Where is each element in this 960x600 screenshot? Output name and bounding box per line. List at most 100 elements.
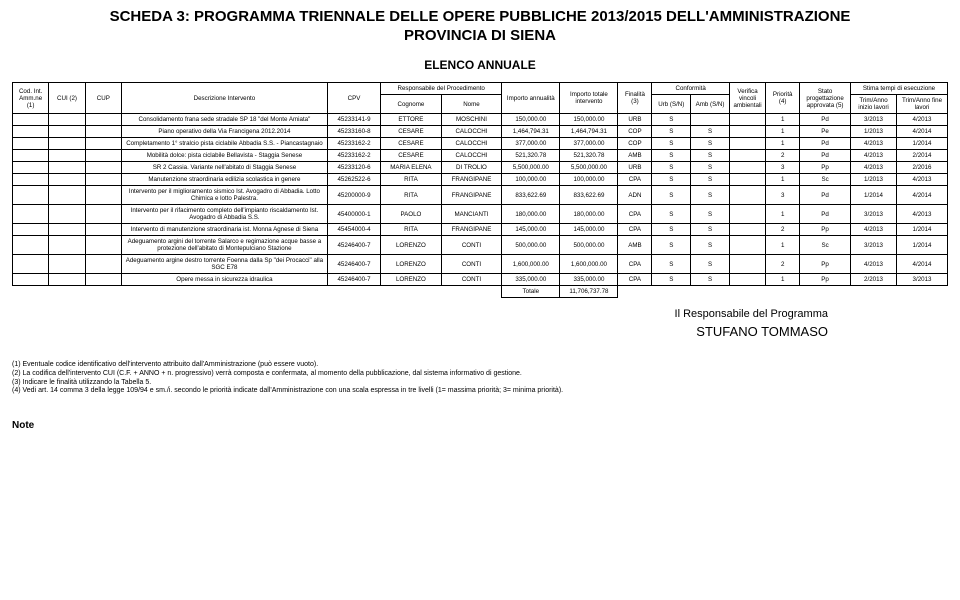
th-stato: Stato progettazione approvata (5) <box>800 83 851 114</box>
th-urb: Urb (S/N) <box>652 95 691 114</box>
table-cell <box>729 224 765 236</box>
table-cell: 45262522-6 <box>327 174 380 186</box>
table-cell: CESARE <box>381 126 442 138</box>
table-cell: Pe <box>800 126 851 138</box>
table-cell: AMB <box>618 236 652 255</box>
table-cell: URB <box>618 114 652 126</box>
table-cell: Pd <box>800 114 851 126</box>
table-cell: CALOCCHI <box>441 150 502 162</box>
table-cell: 2/2016 <box>897 162 948 174</box>
table-cell: 45400000-1 <box>327 205 380 224</box>
th-cup: CUP <box>85 83 121 114</box>
table-cell: 2 <box>766 224 800 236</box>
table-cell <box>49 205 85 224</box>
table-cell: Sc <box>800 174 851 186</box>
table-cell: CPA <box>618 224 652 236</box>
table-cell: 4/2013 <box>851 138 897 150</box>
table-cell: S <box>652 150 691 162</box>
table-cell: 1/2014 <box>897 138 948 150</box>
table-cell: S <box>652 126 691 138</box>
table-cell: ADN <box>618 186 652 205</box>
total-value: 11,706,737.78 <box>560 286 618 298</box>
th-nome: Nome <box>441 95 502 114</box>
table-row: SR 2 Cassia. Variante nell'abitato di St… <box>13 162 948 174</box>
title-sub: PROVINCIA DI SIENA <box>12 27 948 44</box>
table-row: Completamento 1° stralcio pista ciclabil… <box>13 138 948 150</box>
table-cell: Pp <box>800 162 851 174</box>
table-cell: 45454000-4 <box>327 224 380 236</box>
footnotes: (1) Eventuale codice identificativo dell… <box>12 361 948 396</box>
table-cell: 1 <box>766 274 800 286</box>
table-cell: LORENZO <box>381 255 442 274</box>
table-cell: 45233141-9 <box>327 114 380 126</box>
table-cell <box>85 255 121 274</box>
table-cell <box>85 162 121 174</box>
th-resp: Responsabile del Procedimento <box>381 83 502 95</box>
table-cell: Completamento 1° stralcio pista ciclabil… <box>121 138 327 150</box>
table-cell: URB <box>618 162 652 174</box>
table-cell: CPA <box>618 255 652 274</box>
table-cell <box>13 205 49 224</box>
table-cell <box>49 150 85 162</box>
table-cell: S <box>691 255 730 274</box>
table-cell: S <box>691 274 730 286</box>
table-cell: 145,000.00 <box>560 224 618 236</box>
footnote-2: (2) La codifica dell'intervento CUI (C.F… <box>12 370 948 379</box>
table-cell <box>13 114 49 126</box>
table-cell: Adeguamento argini del torrente Salarco … <box>121 236 327 255</box>
table-cell: 4/2013 <box>851 255 897 274</box>
table-cell: 100,000.00 <box>560 174 618 186</box>
table-cell: Consolidamento frana sede stradale SP 18… <box>121 114 327 126</box>
table-cell: S <box>691 174 730 186</box>
table-cell: 335,000.00 <box>560 274 618 286</box>
th-descr: Descrizione Intervento <box>121 83 327 114</box>
th-trima: Trim/Anno inizio lavori <box>851 95 897 114</box>
table-cell <box>13 236 49 255</box>
table-cell: 180,000.00 <box>502 205 560 224</box>
table-cell: S <box>652 162 691 174</box>
table-cell: S <box>652 274 691 286</box>
table-cell: CPA <box>618 205 652 224</box>
table-cell <box>729 236 765 255</box>
table-cell: S <box>691 162 730 174</box>
table-cell <box>85 138 121 150</box>
table-cell <box>729 274 765 286</box>
table-cell: S <box>691 205 730 224</box>
total-label: Totale <box>502 286 560 298</box>
table-cell <box>85 114 121 126</box>
table-cell: COP <box>618 138 652 150</box>
table-cell: FRANGIPANE <box>441 174 502 186</box>
table-cell: 45233162-2 <box>327 138 380 150</box>
table-cell <box>85 150 121 162</box>
table-cell <box>13 126 49 138</box>
table-cell: 4/2014 <box>897 126 948 138</box>
table-cell: Intervento per il miglioramento sismico … <box>121 186 327 205</box>
table-cell <box>13 138 49 150</box>
table-cell: Pp <box>800 255 851 274</box>
table-cell <box>49 114 85 126</box>
table-cell <box>729 126 765 138</box>
table-cell: 500,000.00 <box>502 236 560 255</box>
table-cell <box>729 174 765 186</box>
th-verif: Verifica vincoli ambientali <box>729 83 765 114</box>
table-cell: Intervento di manutenzione straordinaria… <box>121 224 327 236</box>
table-cell: LORENZO <box>381 236 442 255</box>
table-row: Opere messa in sicurezza idraulica452464… <box>13 274 948 286</box>
table-cell: S <box>652 205 691 224</box>
table-cell: Adeguamento argine destro torrente Foenn… <box>121 255 327 274</box>
table-row: Intervento di manutenzione straordinaria… <box>13 224 948 236</box>
table-cell: 2/2013 <box>851 274 897 286</box>
table-cell: FRANGIPANE <box>441 224 502 236</box>
table-cell: S <box>691 150 730 162</box>
table-cell: 4/2013 <box>897 205 948 224</box>
table-cell: Pp <box>800 274 851 286</box>
th-conf: Conformità <box>652 83 730 95</box>
table-cell: 3/2013 <box>897 274 948 286</box>
table-row: Mobilità dolce: pista ciclabile Bellavis… <box>13 150 948 162</box>
table-cell: 3 <box>766 186 800 205</box>
table-cell <box>729 114 765 126</box>
table-cell <box>729 162 765 174</box>
th-cui: CUI (2) <box>49 83 85 114</box>
table-cell: Pd <box>800 205 851 224</box>
responsible-heading: Il Responsabile del Programma <box>12 308 828 320</box>
